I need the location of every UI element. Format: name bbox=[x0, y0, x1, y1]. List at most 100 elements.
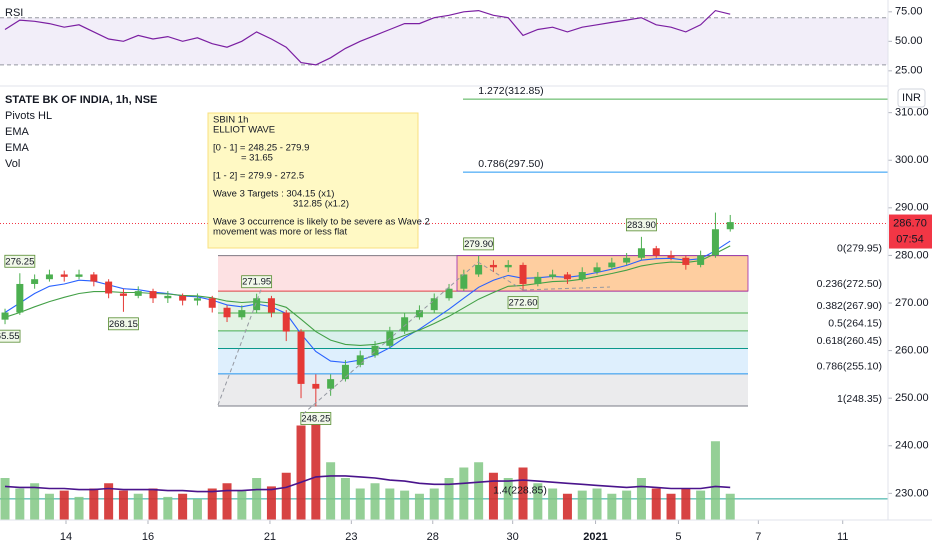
note-text: ELLIOT WAVE bbox=[213, 125, 275, 136]
volume-bar bbox=[444, 478, 454, 520]
volume-bar bbox=[15, 488, 25, 520]
volume-bar bbox=[30, 483, 40, 520]
candle-body bbox=[75, 274, 83, 277]
volume-bar bbox=[340, 478, 350, 520]
candle-body bbox=[475, 264, 483, 275]
currency-box[interactable] bbox=[897, 88, 926, 108]
y-tick-label: 230.00 bbox=[895, 487, 929, 499]
volume-bar bbox=[651, 488, 661, 520]
volume-bar bbox=[459, 467, 469, 520]
volume-bar bbox=[414, 493, 424, 520]
pivot-label: 279.90 bbox=[464, 239, 493, 250]
candle-body bbox=[179, 295, 187, 301]
volume-bar bbox=[666, 493, 676, 520]
x-tick-label: 7 bbox=[755, 531, 761, 543]
wave-line bbox=[522, 286, 611, 291]
candle-body bbox=[45, 274, 53, 280]
ema-legend: EMA bbox=[5, 142, 30, 154]
volume-bar bbox=[622, 490, 632, 520]
x-tick-label: 21 bbox=[264, 531, 276, 543]
pivot-box bbox=[4, 254, 36, 268]
currency[interactable]: INR bbox=[902, 92, 921, 104]
y-tick-label: 250.00 bbox=[895, 392, 929, 404]
candle-body bbox=[164, 295, 172, 299]
volume-bar bbox=[104, 483, 114, 520]
volume-bar bbox=[222, 483, 232, 520]
candle-body bbox=[489, 264, 497, 268]
note-text: [0 - 1] = 248.25 - 279.9 bbox=[213, 143, 309, 154]
volume-bar bbox=[725, 493, 735, 520]
pivot-box bbox=[300, 412, 332, 425]
y-tick-label: 270.00 bbox=[895, 297, 929, 309]
rsi-tick-label: 75.00 bbox=[895, 6, 923, 18]
x-tick-label: 5 bbox=[675, 531, 681, 543]
fib-band bbox=[218, 373, 748, 407]
y-tick-label: 310.00 bbox=[895, 107, 929, 119]
candle-body bbox=[652, 248, 660, 256]
candle-body bbox=[149, 291, 157, 299]
volume-bar bbox=[0, 478, 10, 520]
volume-ma bbox=[4, 475, 731, 493]
fib-extension-label: 1.272(312.85) bbox=[478, 85, 543, 97]
pivot-label: 271.95 bbox=[242, 277, 271, 288]
candle-body bbox=[31, 279, 39, 284]
candle-body bbox=[134, 291, 142, 296]
note-text: Wave 3 Targets : 304.15 (x1) bbox=[213, 189, 334, 200]
pivot-label: 272.60 bbox=[509, 298, 538, 309]
candle-body bbox=[341, 364, 349, 380]
candle-body bbox=[504, 264, 512, 268]
wave-line bbox=[477, 261, 524, 291]
volume-bar bbox=[192, 499, 202, 520]
volume-bar bbox=[178, 493, 188, 520]
candle-body bbox=[327, 379, 335, 389]
fib-band bbox=[218, 312, 748, 331]
volume-bar bbox=[474, 462, 484, 520]
volume-bar bbox=[311, 420, 321, 520]
pivot-box bbox=[241, 275, 273, 289]
volume-bar bbox=[281, 472, 291, 520]
candle-body bbox=[682, 257, 690, 265]
candle-body bbox=[549, 274, 557, 277]
volume-bar bbox=[592, 488, 602, 520]
candle-body bbox=[593, 267, 601, 273]
volume-bar bbox=[636, 478, 646, 520]
fib-extension-label: 1.4(228.85) bbox=[493, 485, 547, 497]
candle-body bbox=[238, 310, 246, 318]
note-text: [1 - 2] = 279.9 - 272.5 bbox=[213, 171, 304, 182]
pivot-label: 248.25 bbox=[301, 414, 330, 425]
candle-body bbox=[563, 274, 571, 280]
volume-bar bbox=[266, 486, 276, 520]
pivot-label: 283.90 bbox=[627, 220, 656, 231]
x-tick-label: 2021 bbox=[583, 531, 607, 543]
candle-body bbox=[608, 262, 616, 268]
volume-bar bbox=[44, 493, 54, 520]
fib-band bbox=[218, 348, 748, 374]
volume-bar bbox=[400, 490, 410, 520]
candle-body bbox=[371, 345, 379, 356]
candle-body bbox=[297, 331, 305, 384]
volume-bar bbox=[429, 488, 439, 520]
candle-body bbox=[460, 274, 468, 289]
last-price-box bbox=[889, 214, 932, 249]
candle-body bbox=[637, 248, 645, 258]
candle-body bbox=[208, 298, 216, 308]
volume-bar bbox=[252, 478, 262, 520]
candle-body bbox=[534, 276, 542, 284]
y-tick-label: 280.00 bbox=[895, 249, 929, 261]
candle-body bbox=[667, 255, 675, 258]
candle-body bbox=[401, 317, 409, 332]
candle-body bbox=[193, 298, 201, 301]
wave-line bbox=[302, 261, 479, 415]
volume-bar bbox=[710, 441, 720, 520]
candle-body bbox=[90, 274, 98, 282]
candle-body bbox=[623, 257, 631, 263]
candle-body bbox=[282, 312, 290, 332]
x-tick-label: 16 bbox=[142, 531, 154, 543]
y-tick-label: 260.00 bbox=[895, 344, 929, 356]
fib-band bbox=[218, 291, 748, 313]
volume-bar bbox=[503, 478, 513, 520]
y-tick-label: 300.00 bbox=[895, 154, 929, 166]
volume-bar bbox=[237, 490, 247, 520]
candle-body bbox=[578, 272, 586, 280]
